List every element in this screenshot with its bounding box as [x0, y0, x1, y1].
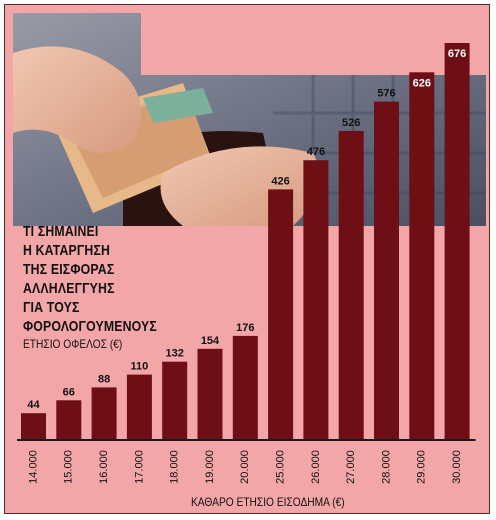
title-line-2: Η ΚΑΤΑΡΓΗΣΗ: [23, 242, 111, 259]
x-tick-14.000: 14.000: [27, 450, 39, 484]
x-tick-26.000: 26.000: [310, 450, 322, 484]
infographic-panel: 44 66 88 110 132 154 176 426 476 526 576 626 676 14.…: [4, 4, 490, 514]
value-label-29.000: 626: [413, 77, 431, 89]
title-line-6: ΦΟΡΟΛΟΓΟΥΜΕΝΟΥΣ: [23, 318, 157, 335]
x-tick-30.000: 30.000: [451, 450, 463, 484]
bar-29.000: [409, 72, 435, 440]
value-label-25.000: 426: [271, 175, 289, 187]
value-label-15.000: 66: [63, 386, 75, 398]
title-line-4: ΑΛΛΗΛΕΓΓΥΗΣ: [23, 280, 115, 297]
x-tick-28.000: 28.000: [380, 450, 392, 484]
bar-chart: 44 66 88 110 132 154 176 426 476 526 576 626 676 14.…: [17, 43, 476, 484]
bar-16.000: [91, 387, 117, 439]
x-tick-29.000: 29.000: [416, 450, 428, 484]
title-line-5: ΓΙΑ ΤΟΥΣ: [23, 299, 80, 316]
x-tick-17.000: 17.000: [133, 450, 145, 484]
value-label-28.000: 576: [377, 88, 395, 100]
value-label-19.000: 154: [201, 335, 220, 347]
bar-28.000: [374, 101, 399, 439]
bar-17.000: [126, 374, 152, 439]
bar-30.000: [444, 43, 470, 439]
value-label-27.000: 526: [342, 117, 360, 129]
y-axis-label: ΕΤΗΣΙΟ ΟΦΕΛΟΣ (€): [23, 337, 123, 351]
bar-18.000: [162, 361, 188, 439]
bar-26.000: [303, 160, 329, 439]
x-axis-label: ΚΑΘΑΡΟ ΕΤΗΣΙΟ ΕΙΣΟΔΗΜΑ (€): [191, 495, 345, 509]
value-label-16.000: 88: [98, 373, 110, 385]
x-tick-20.000: 20.000: [239, 450, 251, 484]
value-label-14.000: 44: [27, 399, 40, 411]
bar-19.000: [197, 348, 223, 439]
x-tick-27.000: 27.000: [345, 450, 357, 484]
title-line-1: ΤΙ ΣΗΜΑΙΝΕΙ: [23, 223, 99, 240]
value-label-17.000: 110: [131, 361, 149, 373]
x-tick-19.000: 19.000: [204, 450, 216, 484]
value-label-20.000: 176: [236, 322, 254, 334]
x-tick-18.000: 18.000: [169, 450, 181, 484]
bar-25.000: [268, 189, 294, 439]
value-label-18.000: 132: [166, 348, 184, 360]
value-label-30.000: 676: [448, 48, 466, 60]
bar-15.000: [56, 400, 82, 439]
x-tick-16.000: 16.000: [98, 450, 110, 484]
bar-20.000: [232, 335, 258, 439]
title-line-3: ΤΗΣ ΕΙΣΦΟΡΑΣ: [23, 261, 115, 278]
hands-wallet-photo: [13, 13, 486, 226]
bar-14.000: [21, 413, 46, 439]
x-tick-25.000: 25.000: [275, 450, 287, 484]
value-label-26.000: 476: [307, 146, 325, 158]
bar-27.000: [338, 130, 364, 439]
x-tick-15.000: 15.000: [63, 450, 75, 484]
